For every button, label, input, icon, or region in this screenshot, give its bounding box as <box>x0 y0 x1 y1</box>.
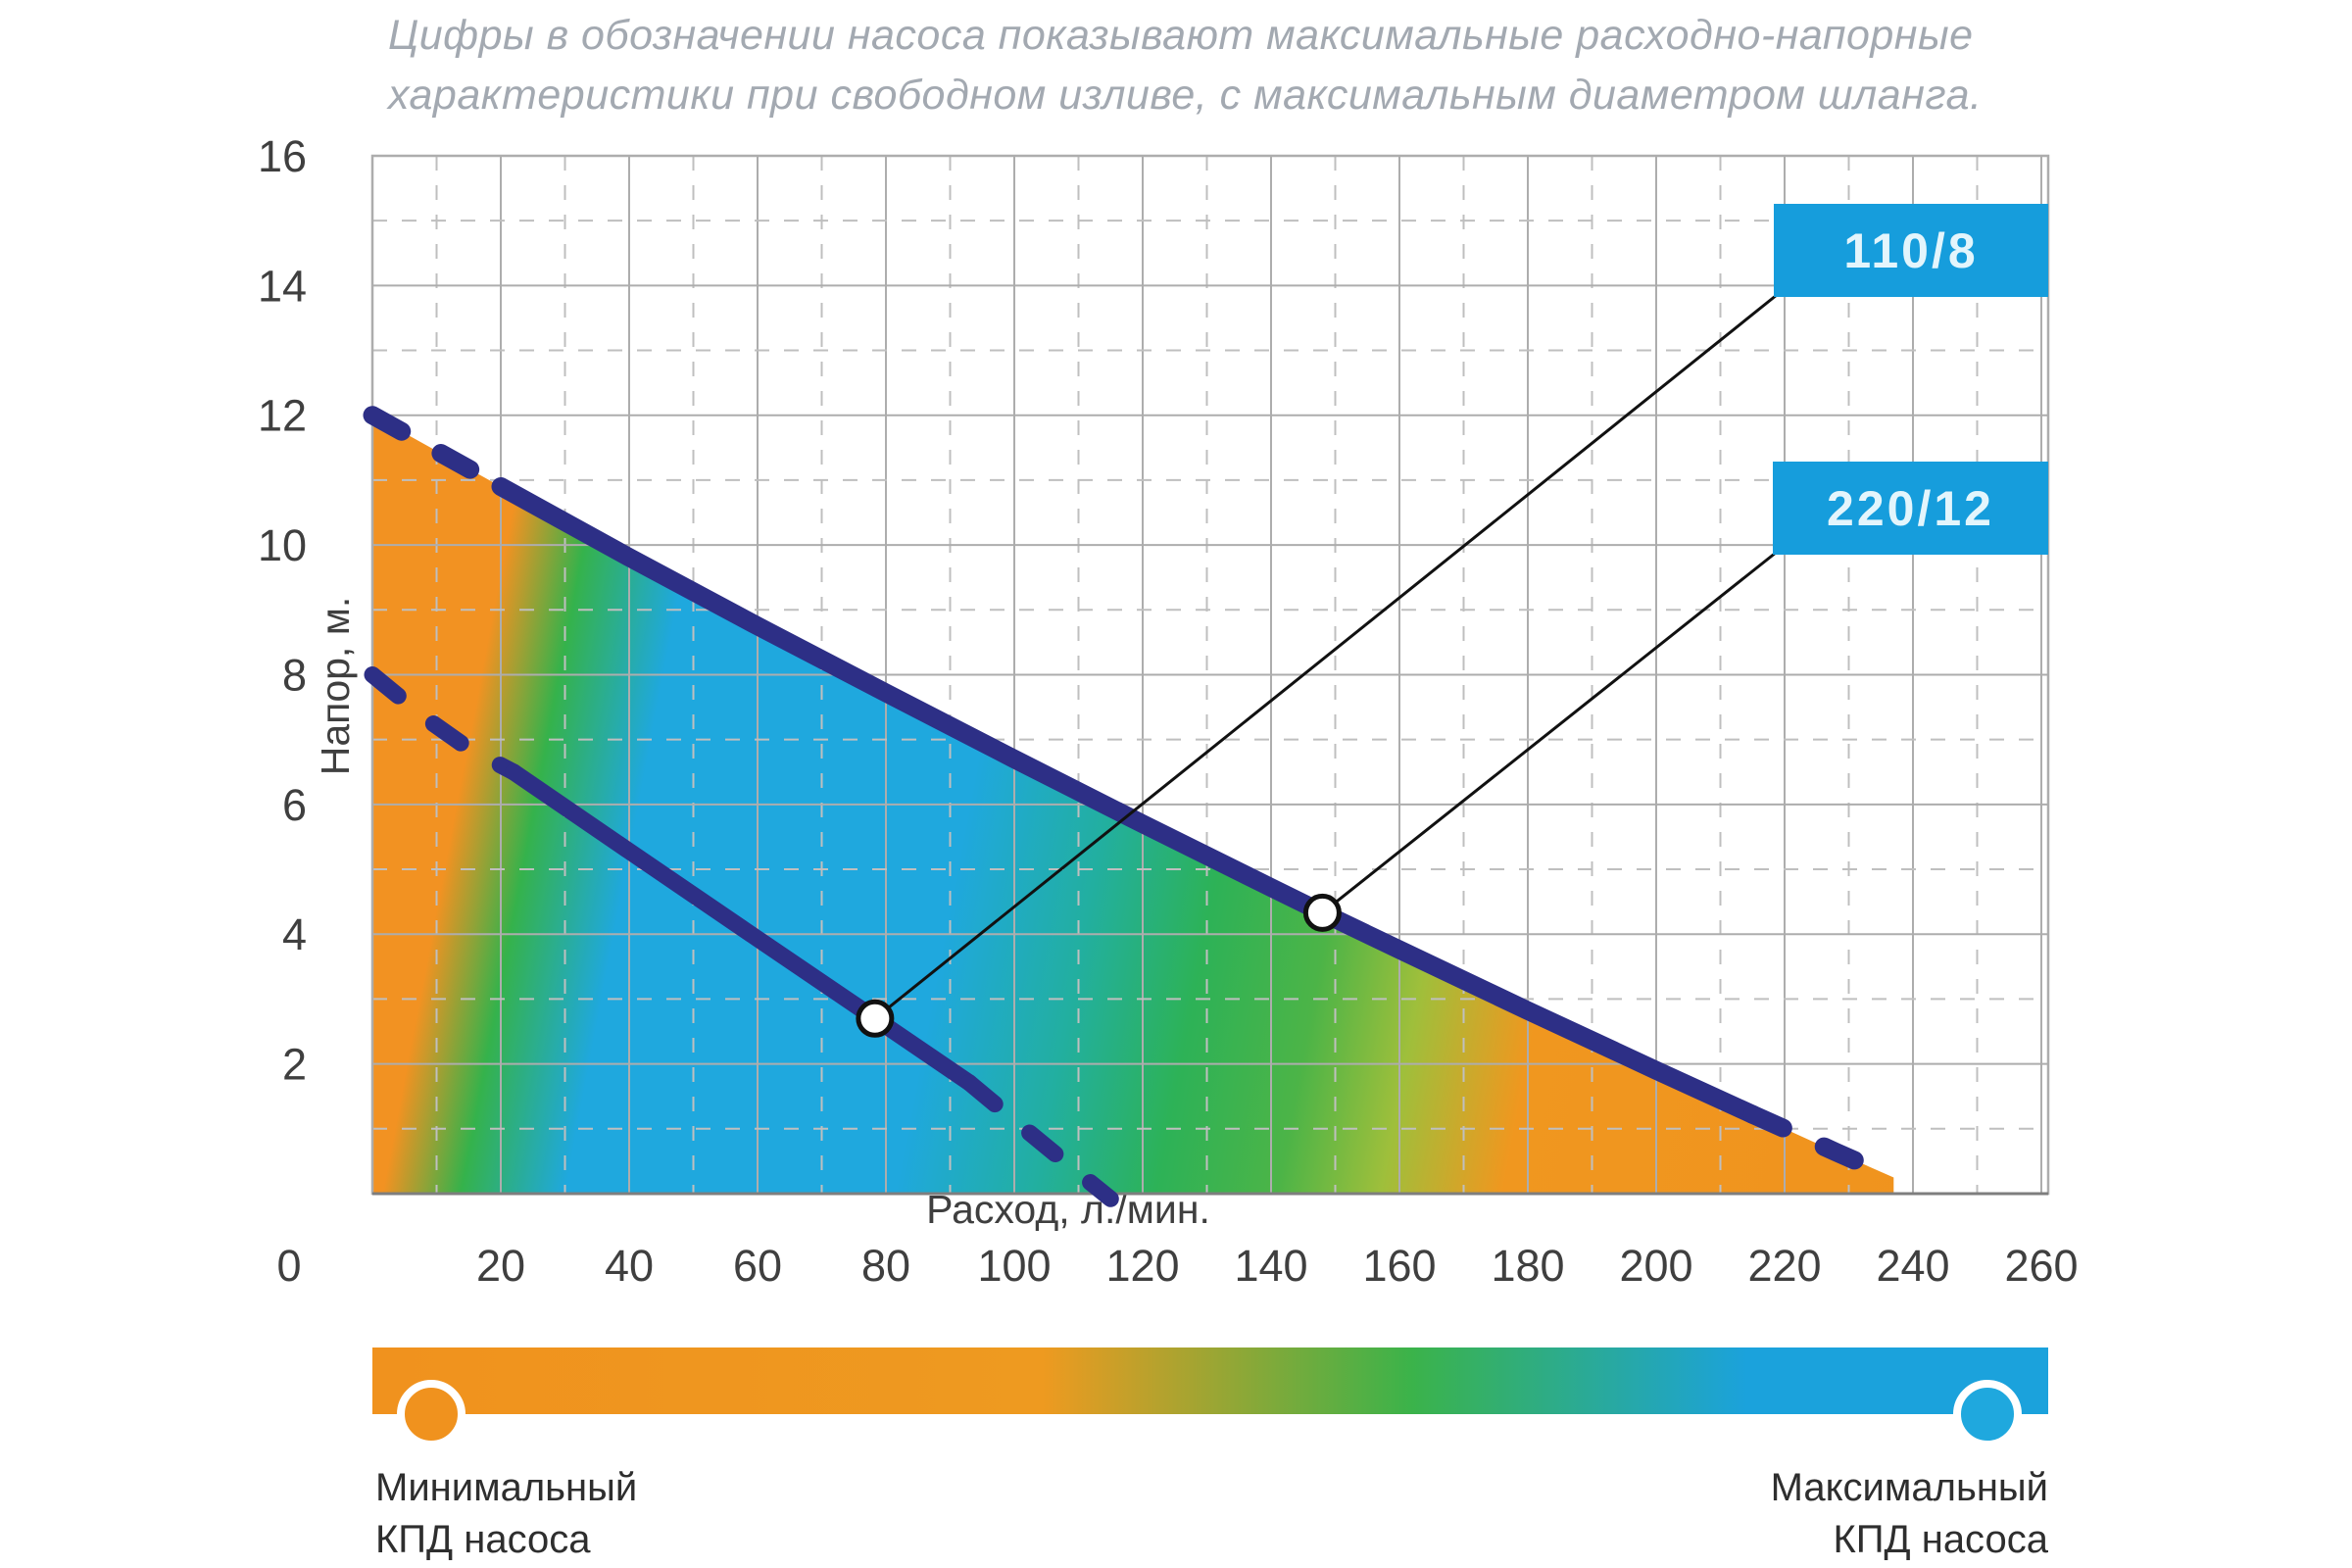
pump-callout-box-220-12: 220/12 <box>1773 462 2048 555</box>
efficiency-gradient-area <box>372 415 1894 1194</box>
y-tick-label: 4 <box>282 909 307 959</box>
grid-lines <box>372 154 2048 1194</box>
x-tick-label: 100 <box>977 1241 1051 1291</box>
x-tick-label: 140 <box>1234 1241 1307 1291</box>
x-tick-label: 80 <box>861 1241 910 1291</box>
callout-connector-220/12 <box>1321 551 1777 914</box>
pump-curve-220/12 <box>491 477 1762 1124</box>
x-tick-label: 200 <box>1619 1241 1692 1291</box>
chart-caption: Цифры в обозначении насоса показывают ма… <box>388 6 1982 125</box>
min-efficiency-label: Минимальный КПД насоса <box>375 1462 637 1566</box>
x-tick-label: 220 <box>1747 1241 1821 1291</box>
min-efficiency-label-line-2: КПД насоса <box>375 1518 591 1561</box>
x-tick-label: 40 <box>605 1241 654 1291</box>
curve-marker-220/12 <box>1302 893 1342 932</box>
x-tick-label: 260 <box>2004 1241 2078 1291</box>
min-efficiency-dot <box>397 1380 466 1448</box>
origin-tick-label: 0 <box>276 1241 301 1291</box>
x-tick-label: 240 <box>1876 1241 1949 1291</box>
max-efficiency-label-line-1: Максимальный <box>1770 1466 2048 1509</box>
pump-curve-110/8 <box>505 763 978 1092</box>
pump-curve-110/8 <box>364 666 522 781</box>
x-tick-label: 120 <box>1105 1241 1179 1291</box>
pump-callout-box-110-8: 110/8 <box>1774 204 2048 297</box>
y-tick-label: 16 <box>258 131 307 181</box>
y-tick-label: 6 <box>282 780 307 830</box>
pump-curve-220/12 <box>1742 1104 1903 1187</box>
efficiency-gradient-bar <box>372 1348 2048 1414</box>
pump-label-110-8: 110/8 <box>1843 222 1979 278</box>
pump-curve-110/8 <box>960 1074 1119 1207</box>
y-tick-label: 2 <box>282 1040 307 1090</box>
curve-marker-110/8 <box>856 999 895 1038</box>
y-tick-label: 8 <box>282 650 307 700</box>
x-tick-label: 160 <box>1362 1241 1436 1291</box>
max-efficiency-label: Максимальный КПД насоса <box>1771 1462 2048 1566</box>
max-efficiency-dot <box>1953 1380 2022 1448</box>
y-tick-label: 10 <box>258 520 307 570</box>
callout-connector-110/8 <box>873 293 1778 1020</box>
x-tick-label: 60 <box>733 1241 782 1291</box>
pump-label-220-12: 220/12 <box>1827 480 1994 536</box>
x-tick-label: 180 <box>1491 1241 1564 1291</box>
y-tick-label: 14 <box>258 261 307 311</box>
chart-caption-line-2: характеристики при свободном изливе, с м… <box>388 72 1983 119</box>
y-tick-label: 12 <box>258 391 307 441</box>
pump-curve-220/12 <box>363 406 511 496</box>
max-efficiency-label-line-2: КПД насоса <box>1833 1518 2048 1561</box>
x-tick-label: 20 <box>476 1241 525 1291</box>
y-axis-title: Напор, м. <box>313 597 358 776</box>
min-efficiency-label-line-1: Минимальный <box>375 1466 638 1509</box>
chart-caption-line-1: Цифры в обозначении насоса показывают ма… <box>388 12 1974 59</box>
